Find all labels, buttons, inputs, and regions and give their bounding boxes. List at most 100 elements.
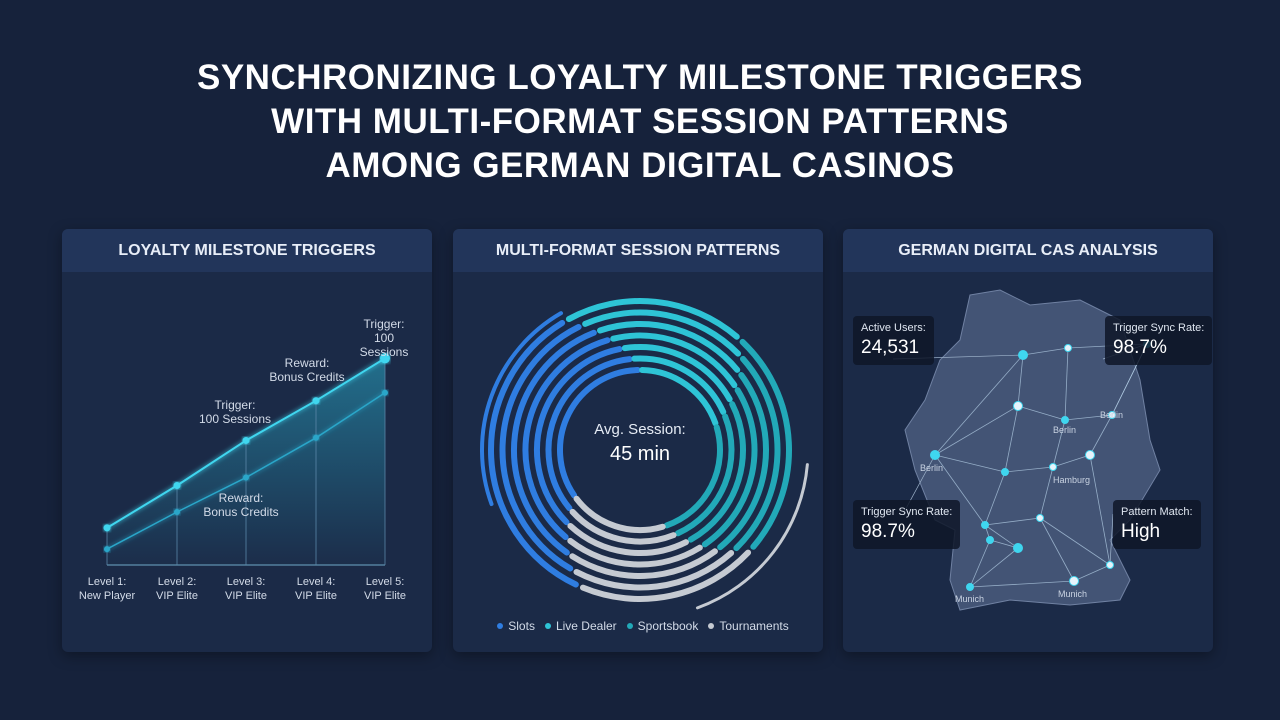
point <box>312 397 320 405</box>
donut-arc <box>687 401 746 543</box>
donut-arc <box>674 413 735 537</box>
donut-arc <box>534 346 623 526</box>
donut-arc <box>701 387 758 548</box>
stat-label: Trigger Sync Rate: <box>1113 322 1205 334</box>
donut-arc <box>522 337 611 541</box>
city-label: Hamburg <box>1053 475 1091 485</box>
donut-arc <box>573 495 666 533</box>
donut-arc <box>663 424 723 529</box>
network-node <box>1064 344 1072 352</box>
network-node <box>986 536 994 544</box>
donut-arc <box>631 355 727 416</box>
donut-arc <box>733 355 781 552</box>
legend-label: Sportsbook <box>637 619 699 633</box>
legend-swatch <box>708 623 715 629</box>
network-node <box>1018 350 1028 360</box>
stat-label: Active Users: <box>861 322 926 334</box>
donut-chart <box>480 298 809 610</box>
network-link <box>984 524 1019 549</box>
network-link <box>984 517 1041 526</box>
donut-arc <box>545 356 633 512</box>
stat-value: 98.7% <box>1113 337 1167 358</box>
network-link <box>1017 354 1024 407</box>
donut-arc <box>511 329 597 556</box>
stat-box: Trigger Sync Rate: 98.7% <box>1105 316 1213 365</box>
point <box>313 434 319 441</box>
network-link <box>969 547 1019 588</box>
network-link <box>1052 419 1066 468</box>
network-node <box>930 450 940 460</box>
center-value: 45 min <box>609 443 671 465</box>
x-tick-label: Level 2: VIP Elite <box>156 576 198 602</box>
city-label: Berlin <box>1100 410 1124 420</box>
network-node <box>1001 468 1009 476</box>
network-link <box>1039 517 1075 582</box>
legend-label: Slots <box>508 619 535 633</box>
network-node <box>1013 401 1023 411</box>
donut-arc <box>579 549 752 602</box>
city-label: Munich <box>955 594 985 604</box>
page-title: SYNCHRONIZING LOYALTY MILESTONE TRIGGERS… <box>196 58 1083 185</box>
outer-arc <box>480 311 563 507</box>
donut-arc <box>499 323 582 572</box>
legend-swatch <box>544 623 551 629</box>
network-link <box>934 454 1006 473</box>
map-panel: GERMAN DIGITAL CAS ANALYSIS Active Users… <box>843 229 1213 652</box>
network-link <box>1004 466 1054 473</box>
network-link <box>984 471 1006 526</box>
x-tick-label: Level 4: VIP Elite <box>295 576 337 602</box>
network-link <box>969 539 991 588</box>
point <box>104 546 110 553</box>
network-node <box>1049 463 1057 471</box>
city-label: Berlin <box>1053 425 1077 435</box>
session-panel: MULTI-FORMAT SESSION PATTERNS Avg. Sessi… <box>453 229 823 652</box>
panel-title: GERMAN DIGITAL CAS ANALYSIS <box>843 229 1213 272</box>
stat-label: Trigger Sync Rate: <box>861 506 953 518</box>
map <box>892 289 1161 611</box>
legend-label: Tournaments <box>719 619 789 633</box>
panel-title: LOYALTY MILESTONE TRIGGERS <box>62 229 432 272</box>
network-link <box>934 405 1019 456</box>
annotation: Reward: Bonus Credits <box>269 356 345 384</box>
legend: Slots Live Dealer Sportsbook Tournaments <box>453 619 823 633</box>
network-link <box>1039 466 1054 519</box>
network-link <box>1089 454 1111 566</box>
network-link <box>1064 414 1113 421</box>
line-chart <box>103 353 390 566</box>
donut-arc <box>573 549 735 591</box>
donut-arc <box>557 367 641 499</box>
network-node <box>1069 576 1079 586</box>
donut-arc <box>567 537 703 568</box>
stat-label: Pattern Match: <box>1121 506 1193 518</box>
donut-arc <box>488 319 579 588</box>
donut-arc <box>569 548 718 579</box>
legend-label: Live Dealer <box>555 619 617 633</box>
network-node <box>1085 450 1095 460</box>
point <box>380 353 390 364</box>
point <box>242 436 250 444</box>
loyalty-panel: LOYALTY MILESTONE TRIGGERS Level 1: New … <box>62 229 432 652</box>
network-node <box>1013 543 1023 553</box>
donut-arc <box>639 367 719 427</box>
network-link <box>1073 564 1111 582</box>
x-tick-label: Level 5: VIP Elite <box>364 576 406 602</box>
stat-value: 24,531 <box>861 337 920 358</box>
point <box>243 474 249 481</box>
network-link <box>969 580 1075 588</box>
annotation: Reward: Bonus Credits <box>203 491 279 519</box>
donut-arc <box>569 508 677 545</box>
network-link <box>1064 347 1069 421</box>
donut-arc <box>610 332 738 389</box>
stat-value: 98.7% <box>861 521 915 542</box>
point <box>382 389 388 396</box>
x-tick-label: Level 1: New Player <box>78 576 136 602</box>
legend-swatch <box>626 623 633 629</box>
x-tick-label: Level 3: VIP Elite <box>225 576 267 602</box>
network-node <box>1106 561 1114 569</box>
donut-arc <box>621 344 733 403</box>
stat-box: Active Users: 24,531 <box>853 316 934 365</box>
panel-title: MULTI-FORMAT SESSION PATTERNS <box>453 229 823 272</box>
point <box>174 509 180 515</box>
callout-line <box>1109 513 1114 566</box>
